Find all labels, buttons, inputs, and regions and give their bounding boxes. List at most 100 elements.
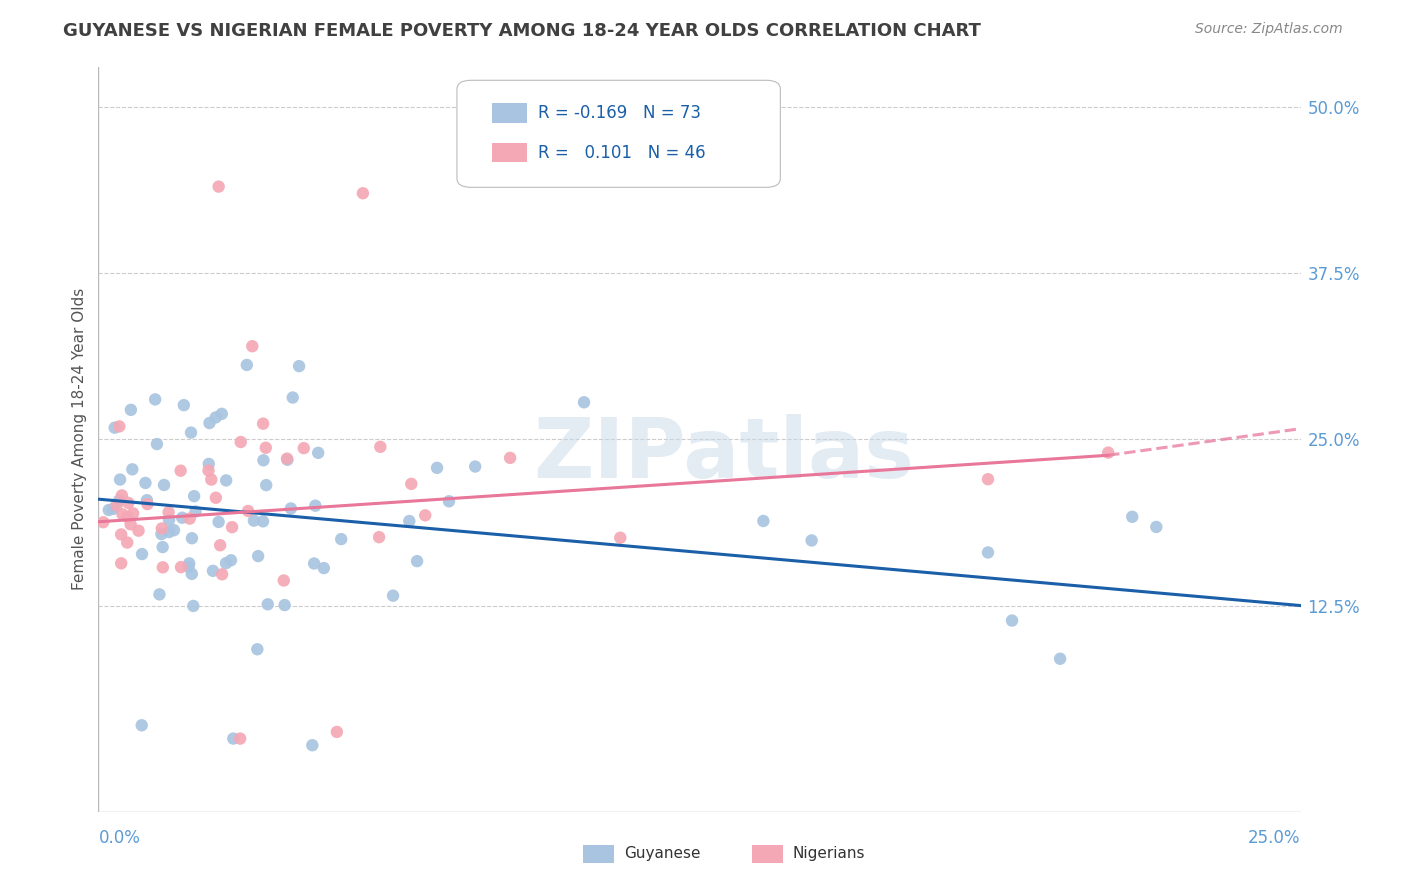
Point [211,407,233,421]
Point [312,561,335,575]
Point [117,496,139,510]
Point [368,530,391,544]
Point [276,452,298,467]
Point [413,508,436,523]
Point [105,499,128,513]
Point [108,419,131,434]
Point [201,564,224,578]
Point [169,464,191,478]
Point [111,508,134,522]
Y-axis label: Female Poverty Among 18-24 Year Olds: Female Poverty Among 18-24 Year Olds [72,288,87,591]
Point [229,731,252,746]
Point [122,506,145,520]
Point [288,359,311,373]
Point [276,451,298,466]
Point [208,179,231,194]
Point [111,488,134,502]
Point [115,509,138,524]
Point [136,497,159,511]
Point [120,402,142,417]
Point [179,557,201,571]
Text: Nigerians: Nigerians [793,847,866,861]
Point [1049,652,1071,666]
Point [157,513,180,527]
Point [198,416,221,430]
Point [1097,445,1119,459]
Point [197,463,219,477]
Point [157,505,180,519]
Point [181,531,204,545]
Point [243,514,266,528]
Point [1144,520,1167,534]
Point [222,731,245,746]
Point [209,538,232,552]
Point [91,515,114,529]
Text: Source: ZipAtlas.com: Source: ZipAtlas.com [1195,22,1343,37]
Point [108,493,131,508]
Text: GUYANESE VS NIGERIAN FEMALE POVERTY AMONG 18-24 YEAR OLDS CORRELATION CHART: GUYANESE VS NIGERIAN FEMALE POVERTY AMON… [63,22,981,40]
Text: R = -0.169   N = 73: R = -0.169 N = 73 [538,104,702,122]
Point [157,524,180,539]
Point [152,540,174,554]
Point [128,524,150,538]
Point [120,517,142,532]
Point [153,478,176,492]
Point [172,510,194,524]
Point [236,504,259,518]
Point [273,598,295,612]
Point [121,462,143,476]
Point [108,473,131,487]
Point [307,446,329,460]
Point [326,725,349,739]
Point [426,460,449,475]
Point [352,186,374,201]
Point [104,420,127,434]
Point [252,417,274,431]
Point [219,553,242,567]
Point [273,574,295,588]
Point [221,520,243,534]
Point [101,501,124,516]
Point [97,503,120,517]
Point [197,457,219,471]
Point [499,450,522,465]
Point [115,535,138,549]
Point [370,440,392,454]
Point [254,441,277,455]
Point [200,473,222,487]
Point [246,642,269,657]
Point [136,493,159,508]
Point [205,491,228,505]
Point [179,511,201,525]
Point [152,560,174,574]
Point [240,339,263,353]
Point [143,392,166,407]
Text: ZIPatlas: ZIPatlas [533,414,914,495]
Point [382,589,405,603]
Point [302,557,325,571]
Point [977,472,1000,486]
Point [183,489,205,503]
Point [110,527,132,541]
Point [330,532,353,546]
Text: 25.0%: 25.0% [1249,829,1301,847]
Point [146,437,169,451]
Point [437,494,460,508]
Point [180,425,202,440]
Point [406,554,429,568]
Point [131,718,153,732]
Point [134,475,156,490]
Point [401,476,423,491]
Point [204,410,226,425]
Point [236,358,259,372]
Text: 0.0%: 0.0% [98,829,141,847]
Point [398,514,420,528]
Point [304,499,326,513]
Point [150,527,173,541]
Point [254,478,277,492]
Point [247,549,270,563]
Point [181,599,204,613]
Text: R =   0.101   N = 46: R = 0.101 N = 46 [538,144,706,161]
Point [752,514,775,528]
Point [148,587,170,601]
